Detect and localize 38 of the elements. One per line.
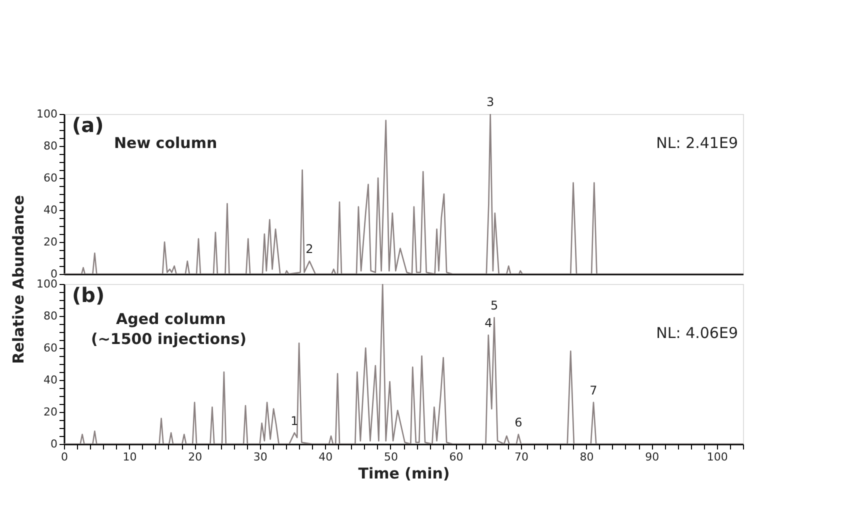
y-tick-label: 40 [44,374,58,386]
y-tick-label: 0 [50,268,58,280]
x-tick-label: 60 [449,450,464,464]
x-tick-label: 50 [384,450,398,464]
y-tick-label: 100 [36,278,58,290]
x-tick-label: 40 [318,450,333,464]
x-tick-label: 30 [253,450,268,464]
annotation: (b) [72,283,105,307]
annotation: 5 [490,298,498,313]
annotation: 3 [486,95,494,109]
x-tick-label: 70 [514,450,529,464]
annotation: 4 [484,316,492,330]
x-tick-label: 0 [61,450,68,464]
y-axis-title: Relative Abundance [10,195,28,364]
x-tick-label: 10 [122,450,137,464]
annotation: (~1500 injections) [91,330,247,348]
annotation: 6 [514,415,522,430]
annotation: New column [114,134,218,152]
annotation: NL: 2.41E9 [656,134,738,152]
y-tick-label: 40 [44,204,58,216]
annotation: (a) [72,113,104,137]
y-tick-label: 100 [36,108,58,120]
x-tick-label: 100 [706,450,728,464]
y-tick-label: 0 [50,438,58,450]
x-tick-label: 80 [580,450,594,464]
annotation: 2 [306,242,314,256]
x-tick-label: 90 [645,450,660,464]
y-tick-label: 60 [44,172,58,184]
x-tick-label: 20 [188,450,202,464]
x-axis-title: Time (min) [358,464,450,482]
y-tick-label: 20 [44,236,58,248]
y-tick-label: 80 [44,140,58,152]
y-tick-label: 80 [44,310,58,322]
annotation: 7 [590,383,598,398]
annotation: Aged column [116,310,226,328]
y-tick-label: 20 [44,406,58,418]
annotation: NL: 4.06E9 [656,324,738,342]
y-tick-label: 60 [44,342,58,354]
